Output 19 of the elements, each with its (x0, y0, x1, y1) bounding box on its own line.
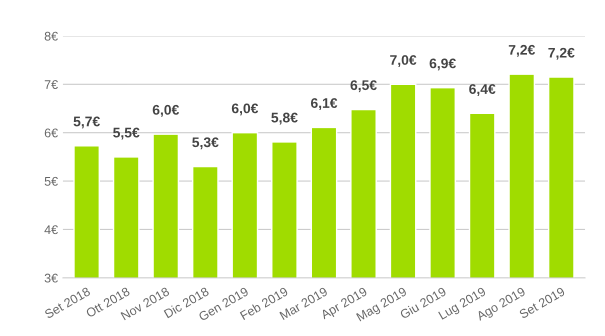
data-label: 7,2€ (508, 44, 536, 57)
y-tick-label: 3€ (44, 274, 58, 283)
data-label: 5,5€ (113, 128, 140, 140)
y-tick-label: 4€ (44, 225, 58, 234)
data-label: 6,0€ (152, 104, 180, 117)
data-label: 7,2€ (548, 48, 575, 60)
data-label: 6,4€ (469, 84, 496, 96)
y-tick-label: 7€ (44, 80, 58, 89)
data-label: 6,0€ (232, 103, 258, 116)
y-tick-label: 8€ (44, 32, 58, 41)
y-tick-label: 6€ (44, 128, 58, 138)
data-label: 6,9€ (430, 58, 456, 70)
data-label: 7,0€ (390, 55, 416, 67)
data-label: 5,7€ (74, 116, 100, 128)
data-label: 5,8€ (271, 112, 298, 125)
data-label: 6,5€ (350, 80, 377, 92)
data-label: 5,3€ (192, 137, 219, 150)
y-tick-label: 5€ (44, 176, 58, 186)
data-label: 6,1€ (310, 98, 338, 110)
